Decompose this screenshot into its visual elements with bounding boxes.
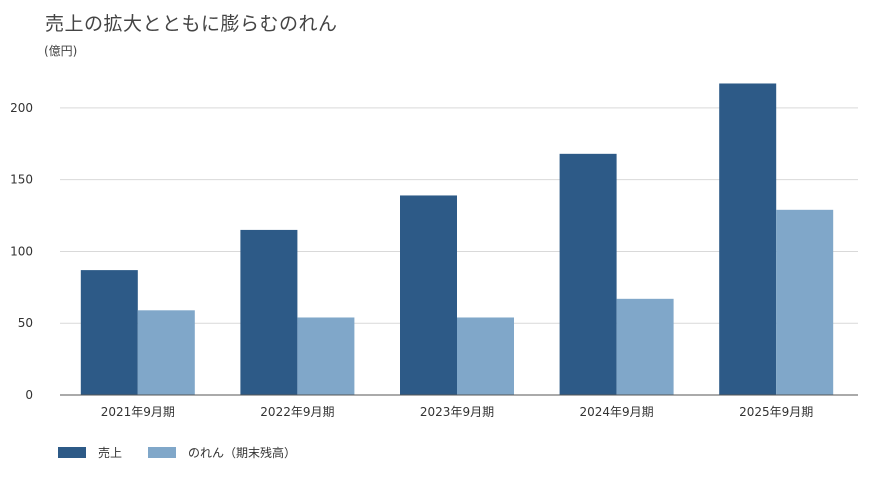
bar-sales [719,83,777,396]
x-tick-label: 2023年9月期 [420,405,494,419]
legend-item-goodwill: のれん（期末残高） [148,444,296,461]
y-tick-label: 150 [10,173,33,187]
y-tick-label: 200 [10,101,33,115]
x-tick-label: 2022年9月期 [260,405,334,419]
y-tick-labels: 0 50 100 150 200 [10,101,33,402]
bar-goodwill [297,317,355,395]
legend-item-sales: 売上 [58,444,122,461]
legend-swatch-sales [58,447,86,458]
bar-sales [400,195,457,395]
y-tick-label: 50 [18,316,33,330]
bar-goodwill [137,310,195,395]
legend-label-sales: 売上 [98,446,123,460]
bar-goodwill [776,209,834,395]
y-tick-label: 0 [25,388,33,402]
bar-sales [559,153,617,395]
legend: 売上 のれん（期末残高） [58,444,322,461]
legend-swatch-goodwill [148,447,177,458]
x-tick-label: 2025年9月期 [739,405,813,419]
y-unit-label: (億円) [44,44,78,58]
x-tick-label: 2021年9月期 [101,405,175,419]
bar-goodwill [616,298,674,395]
bars [80,83,834,396]
bar-sales [240,229,298,395]
bar-goodwill [457,317,514,395]
chart-title: 売上の拡大とともに膨らむのれん [45,13,338,35]
legend-label-goodwill: のれん（期末残高） [188,446,297,460]
y-tick-label: 100 [10,244,33,258]
x-tick-labels: 2021年9月期 2022年9月期 2023年9月期 2024年9月期 2025年9月期 [101,405,814,419]
bar-sales [80,270,138,395]
x-tick-label: 2024年9月期 [580,405,654,419]
